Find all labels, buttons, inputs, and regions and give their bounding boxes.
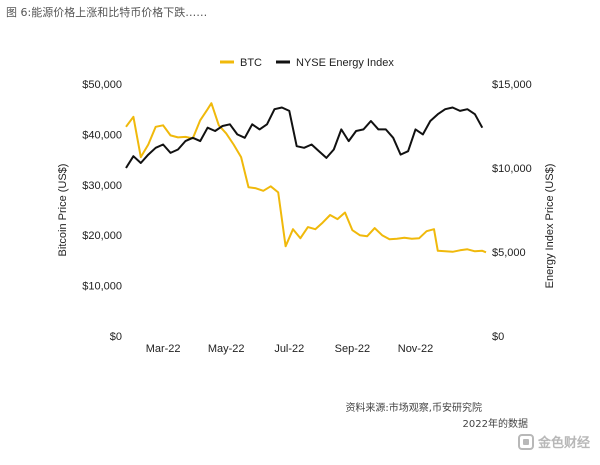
x-tick-label: Sep-22 [335, 343, 370, 355]
x-tick-label: Jul-22 [274, 343, 304, 355]
watermark: 金色财经 [517, 432, 590, 451]
y-left-tick-label: $50,000 [82, 79, 122, 91]
watermark-text: 金色财经 [537, 436, 590, 451]
y-left-axis-title: Bitcoin Price (US$) [57, 164, 69, 257]
source-note: 资料来源:市场观察,币安研究院 [345, 403, 482, 414]
data-year-note: 2022年的数据 [462, 419, 528, 430]
y-right-tick-label: $15,000 [492, 79, 532, 91]
figure-caption: 图 6:能源价格上涨和比特币价格下跌…… [6, 6, 208, 19]
energy-index-series-line [125, 106, 484, 169]
y-right-axis-title: Energy Index Price (US$) [544, 164, 556, 289]
y-right-tick-label: $5,000 [492, 247, 526, 259]
legend-label: BTC [240, 57, 262, 69]
logo-icon [517, 433, 534, 450]
x-tick-label: Mar-22 [146, 343, 181, 355]
y-right-tick-label: $10,000 [492, 163, 532, 175]
x-tick-label: May-22 [208, 343, 245, 355]
btc-series-line [125, 102, 487, 254]
y-left-tick-label: $30,000 [82, 180, 122, 192]
y-left-tick-label: $10,000 [82, 281, 122, 293]
y-right-tick-label: $0 [492, 331, 504, 343]
y-left-tick-label: $0 [110, 331, 122, 343]
x-tick-label: Nov-22 [398, 343, 433, 355]
y-left-tick-label: $40,000 [82, 129, 122, 141]
legend-label: NYSE Energy Index [296, 57, 394, 69]
y-left-tick-label: $20,000 [82, 230, 122, 242]
